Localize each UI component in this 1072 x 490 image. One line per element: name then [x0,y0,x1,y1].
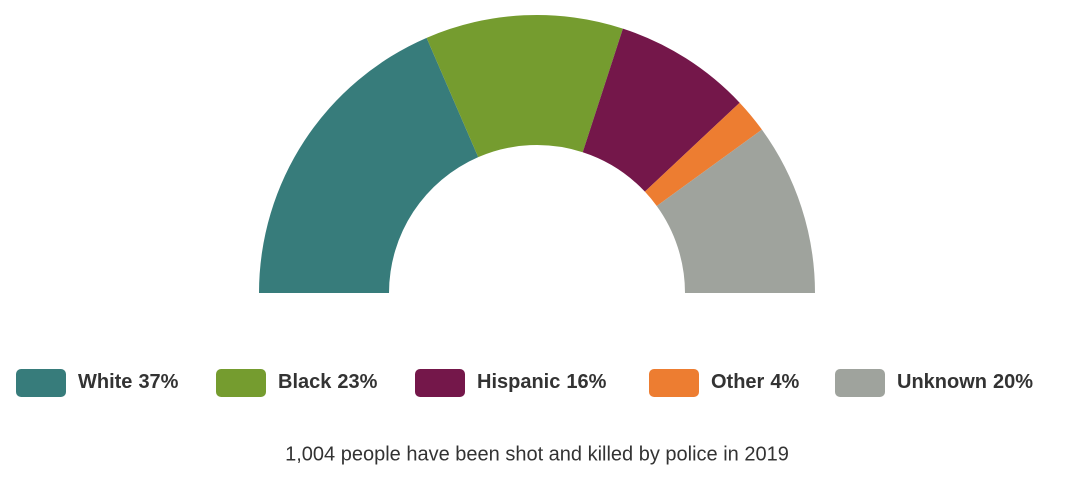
legend-percent: 37% [138,371,178,393]
donut-segment [259,37,479,294]
donut-segment [644,102,762,207]
donut-segment [656,129,815,293]
legend-label: Other 4% [711,371,799,393]
donut-segment [582,28,740,192]
legend-percent: 16% [566,371,606,393]
legend-swatch [835,369,885,397]
legend-percent: 23% [337,371,377,393]
donut-segment [426,14,623,158]
caption: 1,004 people have been shot and killed b… [285,443,789,465]
legend-name: Unknown [897,371,987,393]
legend-label: Hispanic 16% [477,371,607,393]
legend-label: White 37% [78,371,179,393]
legend-percent: 4% [770,371,799,393]
legend-percent: 20% [993,371,1033,393]
legend-swatch [16,369,66,397]
legend-name: White [78,371,132,393]
legend-name: Other [711,371,765,393]
legend-name: Hispanic [477,371,560,393]
legend-swatch [216,369,266,397]
legend-name: Black [278,371,332,393]
legend-swatch [649,369,699,397]
legend-label: Black 23% [278,371,378,393]
legend-label: Unknown 20% [897,371,1033,393]
legend-swatch [415,369,465,397]
